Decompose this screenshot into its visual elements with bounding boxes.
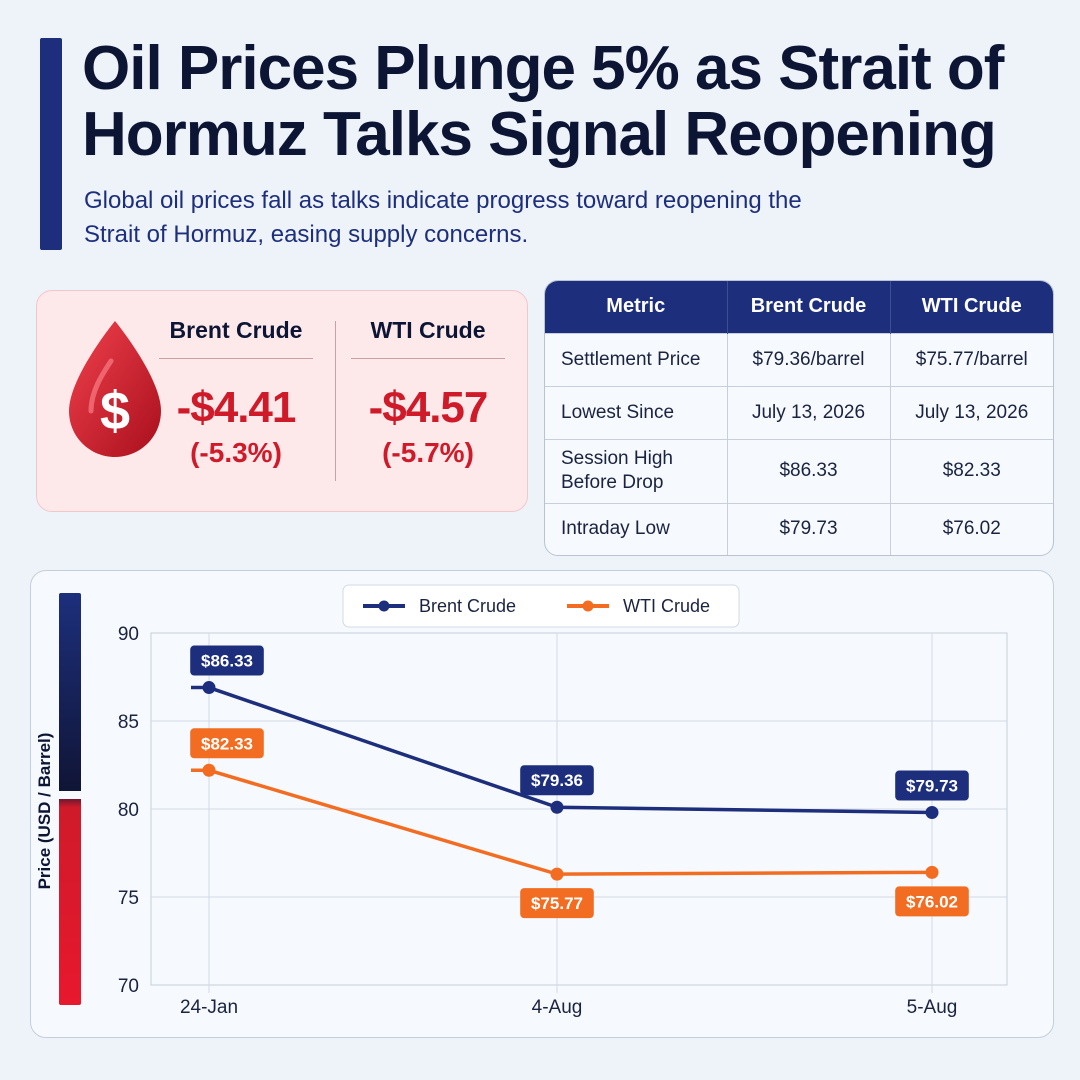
price-line-chart: Price (USD / Barrel) Brent Crude WTI Crud…: [35, 584, 1008, 1018]
data-label-box: [190, 728, 264, 759]
table-cell: Session High Before Drop: [545, 438, 728, 504]
y-tick-label: 75: [118, 888, 139, 909]
table-row: Settlement Price $79.36/barrel $75.77/ba…: [545, 332, 1053, 387]
table-row: Intraday Low $79.73 $76.02: [545, 502, 1053, 555]
data-label-box: [520, 765, 594, 796]
wti-change-column: WTI Crude -$4.57 (-5.7%): [351, 317, 505, 469]
table-row: Lowest Since July 13, 2026 July 13, 2026: [545, 385, 1053, 440]
data-label-box: [895, 770, 969, 801]
y-tick-label: 80: [118, 800, 139, 821]
wti-change-percent: (-5.7%): [382, 437, 474, 468]
legend-label: WTI Crude: [623, 596, 710, 616]
table-cell: Intraday Low: [545, 502, 728, 555]
dollar-drop-icon: $: [69, 321, 161, 457]
table-cell: $79.36/barrel: [727, 332, 891, 387]
table-cell: July 13, 2026: [727, 385, 891, 440]
y-tick-label: 70: [118, 976, 139, 997]
data-label: $82.33: [201, 734, 253, 753]
table-header-cell: WTI Crude: [890, 281, 1053, 333]
series-line-1: [191, 768, 933, 876]
data-point: [550, 800, 564, 814]
data-point: [202, 681, 216, 695]
data-label-box: [520, 888, 594, 919]
table-header-cell: Metric: [545, 281, 728, 333]
x-tick-label: 4-Aug: [532, 997, 583, 1018]
legend-label: Brent Crude: [419, 596, 516, 616]
table-header-row: Metric Brent Crude WTI Crude: [545, 281, 1053, 333]
y-tick-label: 90: [118, 624, 139, 645]
wti-change-label: WTI Crude: [351, 317, 505, 359]
svg-text:$: $: [100, 381, 130, 441]
x-tick-label: 5-Aug: [907, 997, 958, 1018]
table-cell: July 13, 2026: [890, 385, 1053, 440]
data-label-box: [895, 886, 969, 917]
metrics-table: Metric Brent Crude WTI Crude Settlement …: [544, 280, 1054, 556]
headline-accent-bar: [40, 38, 62, 250]
table-cell: $79.73: [727, 502, 891, 555]
data-point: [925, 806, 939, 820]
data-label: $76.02: [906, 892, 958, 911]
data-label-box: [190, 645, 264, 676]
y-axis-label: Price (USD / Barrel): [35, 733, 54, 890]
brent-change-label: Brent Crude: [159, 317, 313, 359]
legend-swatch-marker: [378, 600, 390, 612]
legend-box: [342, 584, 740, 628]
brent-change-percent: (-5.3%): [190, 437, 282, 468]
data-label: $86.33: [201, 652, 253, 671]
brent-change-column: Brent Crude -$4.41 (-5.3%): [159, 317, 313, 469]
data-point: [550, 867, 564, 881]
table-cell: $76.02: [890, 502, 1053, 555]
wti-change-value: -$4.57: [368, 383, 489, 432]
x-tick-label: 24-Jan: [180, 997, 238, 1018]
y-tick-label: 85: [118, 712, 139, 733]
price-chart-card: Price (USD / Barrel) Brent Crude WTI Crud…: [30, 570, 1054, 1038]
table-cell: $86.33: [727, 438, 891, 504]
table-row: Session High Before Drop $86.33 $82.33: [545, 438, 1053, 504]
headline: Oil Prices Plunge 5% as Strait of Hormuz…: [82, 34, 1004, 169]
plot-area: 70 75 80 85 90 24-Jan 4-Aug 5-Aug $86.33 $79.36 $7…: [118, 624, 1008, 1018]
table-cell: $82.33: [890, 438, 1053, 504]
y-axis-decor-gap: [59, 791, 81, 799]
chart-legend: Brent Crude WTI Crude: [342, 584, 740, 628]
subheadline: Global oil prices fall as talks indicate…: [84, 187, 802, 248]
data-label: $79.36: [531, 771, 583, 790]
table-cell: $75.77/barrel: [890, 332, 1053, 387]
data-label: $79.73: [906, 777, 958, 796]
table-header-cell: Brent Crude: [727, 281, 891, 333]
brent-change-value: -$4.41: [176, 383, 297, 432]
data-point: [202, 763, 216, 777]
table-cell: Settlement Price: [545, 332, 728, 387]
table-cell: Lowest Since: [545, 385, 728, 440]
card-divider: [335, 321, 336, 481]
legend-swatch-marker: [582, 600, 594, 612]
data-label: $75.77: [531, 894, 583, 913]
data-point: [925, 865, 939, 879]
series-line-0: [191, 685, 933, 815]
price-change-card: $ Brent Crude -$4.41 (-5.3%) WTI Crude -…: [36, 290, 528, 512]
